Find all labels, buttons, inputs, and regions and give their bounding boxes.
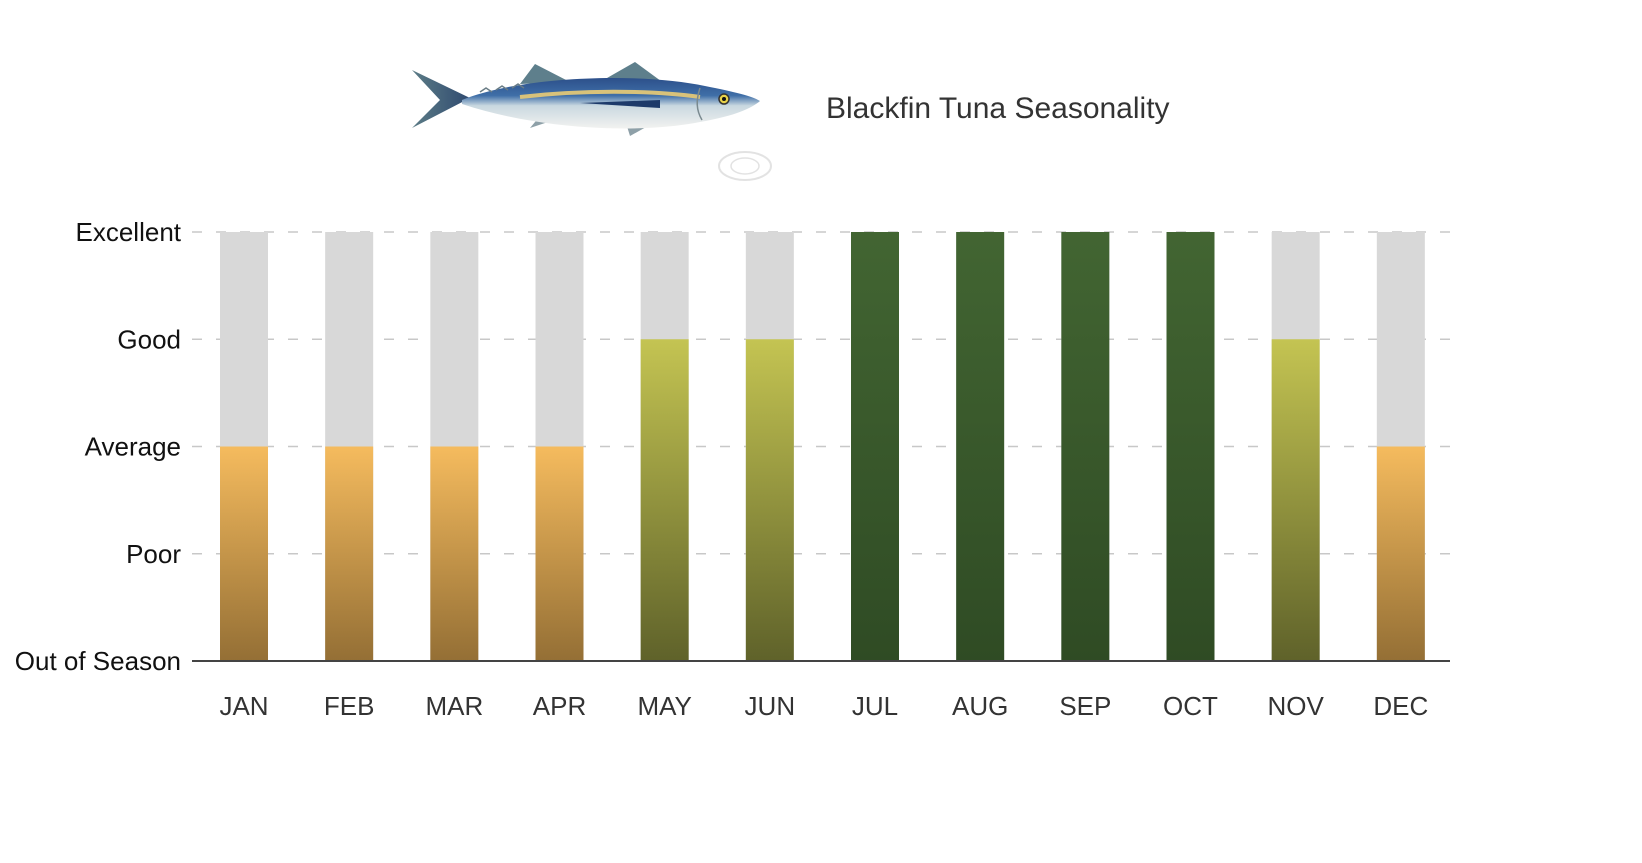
fish-finlets [479,83,525,93]
x-tick-label: FEB [324,691,375,721]
bar-oct [1166,232,1215,661]
y-tick-label: Poor [126,539,181,569]
bar-jan [220,446,268,661]
x-tick-label: OCT [1163,691,1218,721]
bar-dec [1376,446,1425,661]
x-tick-label: DEC [1373,691,1428,721]
grid-lines [192,231,1450,555]
y-tick-label: Good [117,324,181,354]
fish-tail [412,70,470,128]
y-tick-label: Excellent [76,217,182,247]
x-axis-labels: JAN FEB MAR APR MAY JUN JUL AUG SEP OCT NOV DEC [219,691,1428,721]
bar-nov [1271,339,1320,661]
y-tick-label: Out of Season [15,646,181,676]
bar-feb [325,446,374,661]
fish-dorsal-fin [520,64,570,84]
x-tick-label: MAY [637,691,691,721]
bar-jun [745,339,794,661]
bar-sep [1061,232,1110,661]
chart-title: Blackfin Tuna Seasonality [826,92,1170,125]
bar-mar [430,446,479,661]
fish-pectoral-fin [580,100,660,108]
y-tick-label: Average [85,432,181,462]
fish-icon [412,62,760,136]
x-tick-label: JUL [852,691,898,721]
fish-pupil [722,97,726,101]
value-bars [220,232,1425,661]
x-tick-label: MAR [425,691,483,721]
bar-may [640,339,689,661]
x-tick-label: JUN [745,691,796,721]
x-tick-label: JAN [219,691,268,721]
fish-gill [696,87,703,121]
watermark-icon [718,151,772,181]
x-tick-label: NOV [1267,691,1324,721]
fish-stripe [519,89,701,99]
x-tick-label: SEP [1059,691,1111,721]
bar-apr [535,446,584,661]
y-axis-labels: Out of Season Poor Average Good Excellent [15,217,182,676]
bar-jul [851,232,899,661]
bar-aug [956,232,1005,661]
x-tick-label: APR [533,691,586,721]
x-tick-label: AUG [952,691,1008,721]
